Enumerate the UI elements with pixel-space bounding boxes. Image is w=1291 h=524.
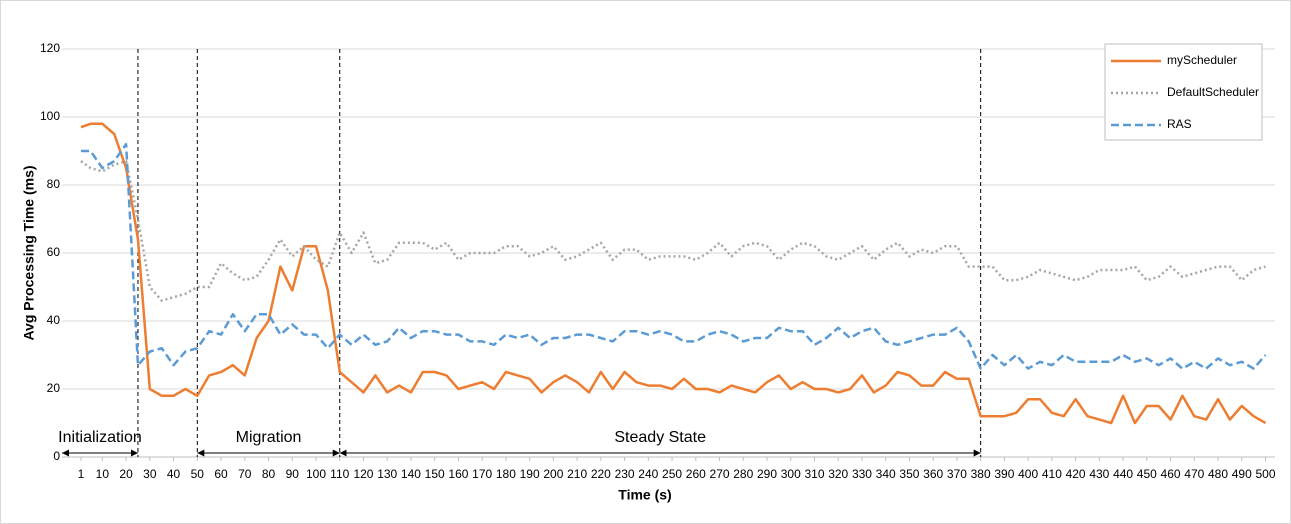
y-axis-title: Avg Processing Time (ms) — [21, 165, 37, 340]
legend-label: DefaultScheduler — [1167, 85, 1259, 99]
x-tick-label: 80 — [262, 467, 276, 481]
phase-label: Initialization — [58, 429, 142, 446]
x-tick-label: 130 — [377, 467, 397, 481]
x-tick-label: 450 — [1137, 467, 1157, 481]
y-tick-label: 80 — [47, 177, 61, 191]
x-tick-label: 470 — [1184, 467, 1204, 481]
x-tick-label: 100 — [306, 467, 326, 481]
legend-label: RAS — [1167, 117, 1192, 131]
x-tick-label: 400 — [1018, 467, 1038, 481]
x-tick-label: 300 — [781, 467, 801, 481]
x-tick-label: 230 — [615, 467, 635, 481]
x-tick-label: 30 — [143, 467, 157, 481]
x-tick-label: 1 — [78, 467, 85, 481]
series-line — [80, 142, 1267, 370]
legend-label: myScheduler — [1167, 53, 1237, 67]
x-tick-label: 50 — [191, 467, 205, 481]
x-tick-label: 240 — [638, 467, 658, 481]
x-tick-label: 280 — [733, 467, 753, 481]
x-tick-label: 420 — [1066, 467, 1086, 481]
x-tick-label: 20 — [119, 467, 133, 481]
x-tick-label: 250 — [662, 467, 682, 481]
x-tick-label: 140 — [401, 467, 421, 481]
x-tick-label: 370 — [947, 467, 967, 481]
x-tick-label: 200 — [543, 467, 563, 481]
series-line — [80, 159, 1266, 302]
x-tick-label: 340 — [876, 467, 896, 481]
x-tick-label: 330 — [852, 467, 872, 481]
x-tick-label: 320 — [828, 467, 848, 481]
x-tick-label: 440 — [1113, 467, 1133, 481]
y-tick-label: 100 — [40, 109, 60, 123]
y-tick-label: 120 — [40, 41, 60, 55]
x-tick-label: 360 — [923, 467, 943, 481]
x-tick-label: 490 — [1232, 467, 1252, 481]
x-tick-label: 210 — [567, 467, 587, 481]
x-tick-label: 260 — [686, 467, 706, 481]
x-tick-label: 180 — [496, 467, 516, 481]
phase-label: Steady State — [614, 429, 706, 446]
x-tick-label: 160 — [448, 467, 468, 481]
x-tick-label: 270 — [710, 467, 730, 481]
x-tick-label: 350 — [899, 467, 919, 481]
x-tick-label: 380 — [971, 467, 991, 481]
x-tick-label: 10 — [96, 467, 110, 481]
y-tick-label: 60 — [47, 245, 61, 259]
x-tick-label: 460 — [1161, 467, 1181, 481]
x-tick-label: 500 — [1255, 467, 1275, 481]
y-tick-label: 20 — [47, 381, 61, 395]
y-tick-label: 0 — [53, 449, 60, 463]
series-line — [80, 122, 1267, 425]
x-tick-label: 390 — [994, 467, 1014, 481]
x-tick-label: 310 — [804, 467, 824, 481]
x-tick-label: 220 — [591, 467, 611, 481]
x-tick-label: 290 — [757, 467, 777, 481]
x-tick-label: 90 — [286, 467, 300, 481]
x-axis-title: Time (s) — [618, 487, 671, 503]
x-tick-label: 190 — [520, 467, 540, 481]
y-tick-label: 40 — [47, 313, 61, 327]
phase-label: Migration — [236, 429, 302, 446]
x-tick-label: 110 — [330, 467, 349, 481]
x-tick-label: 40 — [167, 467, 181, 481]
x-tick-label: 60 — [214, 467, 228, 481]
x-tick-label: 170 — [472, 467, 492, 481]
x-tick-label: 480 — [1208, 467, 1228, 481]
x-tick-label: 120 — [353, 467, 373, 481]
x-tick-label: 70 — [238, 467, 252, 481]
x-tick-label: 430 — [1089, 467, 1109, 481]
x-tick-label: 410 — [1042, 467, 1062, 481]
x-tick-label: 150 — [425, 467, 445, 481]
